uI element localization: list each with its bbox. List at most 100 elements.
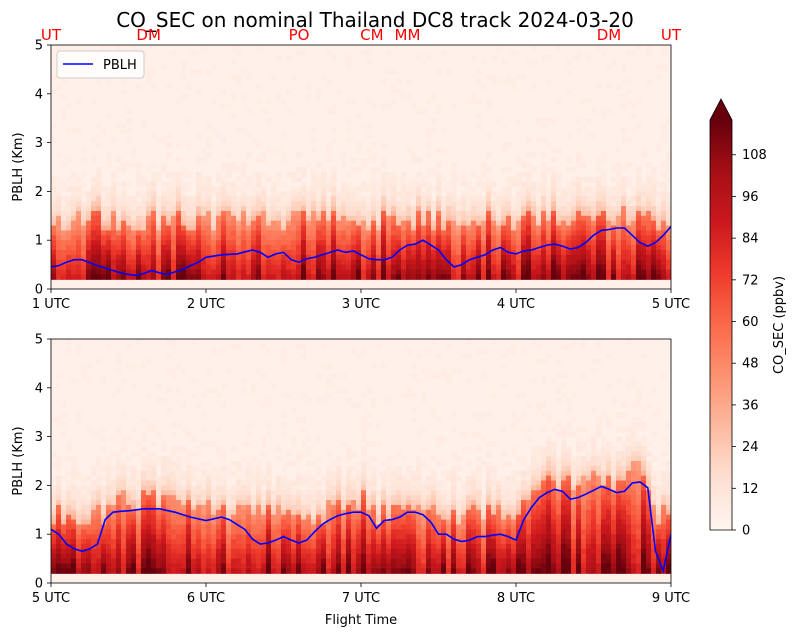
top-heatmap-cell — [471, 249, 477, 256]
top-heatmap-cell — [411, 225, 417, 232]
bottom-heatmap-cell — [321, 509, 327, 516]
bottom-heatmap-cell — [171, 563, 177, 569]
top-heatmap-cell — [231, 186, 237, 192]
top-heatmap-cell — [626, 88, 632, 95]
top-heatmap-cell — [336, 191, 342, 197]
top-heatmap-cell — [101, 215, 107, 222]
top-heatmap-cell — [426, 196, 432, 202]
bottom-heatmap-cell — [186, 529, 192, 535]
top-heatmap-cell — [176, 230, 182, 236]
bottom-heatmap-cell — [441, 568, 447, 574]
bottom-heatmap-cell — [206, 543, 212, 550]
top-heatmap-cell — [351, 245, 357, 251]
bottom-heatmap-cell — [91, 558, 97, 565]
top-heatmap-cell — [536, 191, 542, 197]
top-heatmap-cell — [501, 59, 507, 66]
top-heatmap-cell — [651, 230, 657, 236]
bottom-heatmap-cell — [56, 509, 62, 516]
top-heatmap-cell — [616, 254, 622, 261]
top-heatmap-cell — [196, 215, 202, 222]
top-heatmap-cell — [76, 269, 82, 275]
bottom-heatmap-cell — [366, 534, 372, 540]
top-heatmap-cell — [241, 225, 247, 232]
top-heatmap-cell — [286, 230, 292, 236]
bottom-heatmap-cell — [71, 568, 77, 574]
top-heatmap-cell — [351, 206, 357, 212]
bottom-heatmap-cell — [331, 500, 337, 506]
top-heatmap-cell — [271, 206, 277, 212]
top-heatmap-cell — [56, 152, 62, 158]
top-heatmap-cell — [231, 274, 237, 280]
bottom-heatmap-cell — [211, 485, 217, 491]
top-heatmap-cell — [246, 152, 252, 158]
bottom-heatmap-cell — [361, 461, 367, 467]
top-heatmap-cell — [246, 269, 252, 275]
bottom-heatmap-cell — [121, 519, 127, 526]
bottom-heatmap-cell — [316, 563, 322, 569]
top-heatmap-cell — [141, 191, 147, 197]
top-heatmap-cell — [141, 225, 147, 232]
top-heatmap-cell — [216, 254, 222, 261]
top-heatmap-cell — [151, 181, 157, 188]
bottom-heatmap-cell — [411, 558, 417, 565]
top-heatmap-cell — [376, 167, 382, 173]
top-heatmap-cell — [76, 220, 82, 227]
bottom-heatmap-cell — [286, 480, 292, 486]
bottom-heatmap-cell — [336, 548, 342, 555]
top-heatmap-cell — [161, 215, 167, 222]
top-heatmap-cell — [211, 259, 217, 266]
bottom-heatmap-cell — [236, 490, 242, 496]
bottom-heatmap-cell — [126, 465, 132, 472]
top-heatmap-cell — [81, 274, 87, 280]
bottom-heatmap-cell — [181, 480, 187, 486]
top-heatmap-cell — [51, 210, 57, 217]
bottom-heatmap-cell — [256, 558, 262, 565]
top-heatmap-cell — [391, 235, 397, 241]
top-heatmap-cell — [346, 206, 352, 212]
bottom-heatmap-cell — [136, 539, 142, 545]
top-heatmap-cell — [251, 264, 257, 271]
top-heatmap-cell — [56, 274, 62, 280]
bottom-heatmap-cell — [166, 368, 172, 374]
top-heatmap-cell — [76, 230, 82, 236]
bottom-heatmap-cell — [326, 519, 332, 526]
top-heatmap-cell — [561, 220, 567, 227]
bottom-heatmap-cell — [301, 441, 307, 447]
top-heatmap-cell — [481, 171, 487, 178]
bottom-heatmap-cell — [111, 568, 117, 574]
top-heatmap-cell — [581, 196, 587, 202]
top-heatmap-cell — [576, 249, 582, 256]
top-heatmap-cell — [631, 274, 637, 280]
top-heatmap-cell — [636, 171, 642, 178]
bottom-heatmap-cell — [401, 529, 407, 535]
bottom-heatmap-cell — [316, 500, 322, 506]
top-heatmap-cell — [196, 196, 202, 202]
top-heatmap-cell — [566, 269, 572, 275]
bottom-heatmap-cell — [201, 500, 207, 506]
top-heatmap-cell — [596, 235, 602, 241]
top-heatmap-cell — [561, 230, 567, 236]
top-heatmap-cell — [531, 225, 537, 232]
top-heatmap-cell — [321, 206, 327, 212]
top-heatmap-cell — [271, 210, 277, 217]
bottom-heatmap-cell — [421, 426, 427, 433]
top-heatmap-cell — [146, 74, 152, 80]
top-heatmap-cell — [151, 269, 157, 275]
bottom-heatmap-cell — [71, 495, 77, 501]
bottom-heatmap-cell — [201, 485, 207, 491]
top-heatmap-cell — [531, 264, 537, 271]
bottom-heatmap-cell — [241, 543, 247, 550]
bottom-heatmap-cell — [256, 543, 262, 550]
top-heatmap-cell — [506, 230, 512, 236]
top-heatmap-cell — [131, 206, 137, 212]
bottom-heatmap-cell — [406, 539, 412, 545]
bottom-heatmap-cell — [111, 475, 117, 482]
top-heatmap-cell — [366, 186, 372, 192]
top-heatmap-cell — [281, 152, 287, 158]
top-heatmap-cell — [331, 245, 337, 251]
top-heatmap-cell — [81, 215, 87, 222]
bottom-heatmap-cell — [291, 568, 297, 574]
top-heatmap-cell — [376, 215, 382, 222]
top-heatmap-cell — [356, 206, 362, 212]
bottom-heatmap-cell — [126, 534, 132, 540]
